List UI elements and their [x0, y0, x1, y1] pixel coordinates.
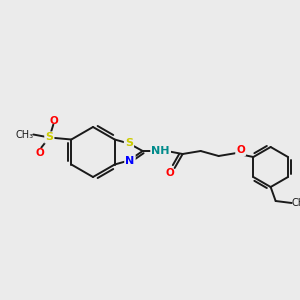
Text: O: O [50, 116, 59, 125]
Text: O: O [36, 148, 45, 158]
Text: S: S [45, 133, 53, 142]
Text: S: S [125, 137, 133, 148]
Text: O: O [165, 168, 174, 178]
Text: NH: NH [152, 146, 170, 156]
Text: CH₃: CH₃ [292, 198, 300, 208]
Text: N: N [125, 155, 135, 166]
Text: O: O [236, 145, 245, 155]
Text: CH₃: CH₃ [15, 130, 33, 140]
